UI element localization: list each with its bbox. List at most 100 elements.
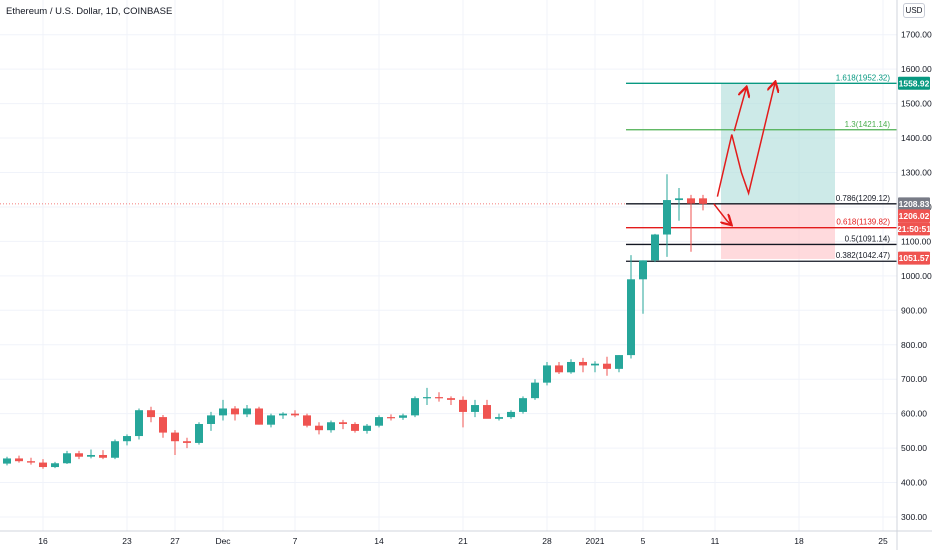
loss-zone — [721, 203, 835, 259]
fib-label: 1.618(1952.32) — [836, 73, 891, 82]
candle-body — [243, 408, 251, 415]
candle-body — [531, 382, 539, 399]
candle-body — [3, 458, 11, 464]
candle-body — [471, 405, 479, 412]
time-tick-label: 5 — [641, 536, 646, 546]
price-badge — [898, 209, 930, 223]
candle-body — [591, 363, 599, 366]
currency-button[interactable]: USD — [903, 3, 925, 18]
candle-body — [75, 453, 83, 457]
time-tick-label: 7 — [293, 536, 298, 546]
candle-body — [447, 398, 455, 400]
price-tick-label: 1600.00 — [901, 64, 932, 74]
candle-body — [579, 361, 587, 366]
candle-body — [567, 361, 575, 373]
price-tick-label: 1100.00 — [901, 236, 931, 246]
price-tick-label: 600.00 — [901, 409, 927, 419]
candle-body — [27, 461, 35, 463]
candle-body — [135, 410, 143, 437]
fib-label: 0.786(1209.12) — [836, 194, 891, 203]
candle-body — [411, 398, 419, 416]
time-tick-label: 25 — [878, 536, 888, 546]
candle-body — [51, 463, 59, 468]
candle-body — [303, 415, 311, 426]
candle-body — [351, 423, 359, 431]
fib-label: 0.382(1042.47) — [836, 251, 891, 260]
price-tick-label: 500.00 — [901, 443, 927, 453]
time-tick-label: 2021 — [586, 536, 605, 546]
symbol-title[interactable]: Ethereum / U.S. Dollar, 1D, COINBASE — [6, 6, 173, 17]
candle-body — [603, 363, 611, 369]
candle-body — [543, 365, 551, 383]
price-tick-label: 300.00 — [901, 512, 927, 522]
candle-body — [219, 408, 227, 416]
candle-body — [63, 453, 71, 464]
candle-body — [363, 425, 371, 431]
projection-arrow — [713, 203, 731, 224]
candle-body — [627, 279, 635, 356]
candle-body — [207, 415, 215, 424]
candle-body — [435, 397, 443, 399]
fib-label: 0.5(1091.14) — [845, 234, 891, 243]
grid-lines — [0, 0, 897, 531]
candle-body — [651, 234, 659, 261]
candle-body — [483, 405, 491, 419]
price-tick-label: 1700.00 — [901, 30, 932, 40]
projection-arrows — [713, 83, 775, 224]
candle-body — [423, 397, 431, 399]
candle-body — [315, 425, 323, 431]
position-zones — [721, 83, 835, 259]
candle-body — [639, 260, 647, 280]
fib-label: 1.3(1421.14) — [845, 120, 891, 129]
candle-body — [339, 422, 347, 424]
price-badges: 1558.92 1208.83 1206.02 21:50:51 1051.57 — [897, 76, 931, 265]
time-tick-label: 23 — [122, 536, 132, 546]
candle-body — [231, 408, 239, 415]
candle-body — [687, 198, 695, 204]
candle-body — [291, 413, 299, 416]
time-tick-label: 21 — [458, 536, 468, 546]
time-tick-label: 16 — [38, 536, 48, 546]
time-tick-label: Dec — [215, 536, 231, 546]
candle-body — [171, 432, 179, 442]
candle-body — [495, 417, 503, 419]
fib-levels: 1.618(1952.32) 1.3(1421.14) 0.786(1209.12)… — [0, 73, 897, 262]
candle-body — [615, 355, 623, 369]
price-tick-label: 900.00 — [901, 305, 927, 315]
price-axis[interactable]: 300.00 400.00 500.00 600.00 700.00 800.00 900.… — [896, 0, 932, 550]
candle-body — [663, 200, 671, 235]
price-badge-label: 1558.92 — [899, 78, 930, 88]
candle-body — [195, 423, 203, 443]
price-badge — [898, 197, 930, 211]
candle-body — [327, 422, 335, 431]
candle-body — [99, 454, 107, 458]
profit-zone — [721, 83, 835, 204]
candle-body — [699, 198, 707, 204]
candle-body — [87, 454, 95, 457]
candle-body — [15, 458, 23, 462]
candle-body — [111, 441, 119, 458]
candles — [3, 174, 707, 469]
price-tick-label: 800.00 — [901, 340, 927, 350]
candle-body — [375, 417, 383, 426]
price-tick-label: 400.00 — [901, 478, 927, 488]
candle-body — [255, 408, 263, 425]
candle-body — [507, 411, 515, 418]
candle-body — [279, 413, 287, 416]
price-badge-label: 1206.02 — [899, 211, 930, 221]
candle-body — [399, 415, 407, 418]
time-tick-label: 18 — [794, 536, 804, 546]
time-tick-label: 11 — [711, 536, 720, 546]
time-tick-label: 14 — [374, 536, 384, 546]
time-tick-label: 27 — [170, 536, 180, 546]
fib-label: 0.618(1139.82) — [836, 218, 890, 227]
candle-body — [39, 462, 47, 468]
price-badge-label: 1051.57 — [899, 253, 930, 263]
price-tick-label: 1000.00 — [901, 271, 932, 281]
candle-body — [675, 198, 683, 201]
candle-body — [183, 441, 191, 443]
time-axis[interactable]: 16 23 27 Dec 7 14 21 28 2021 5 11 18 25 — [0, 530, 932, 546]
candle-body — [459, 399, 467, 412]
price-tick-label: 1500.00 — [901, 99, 932, 109]
